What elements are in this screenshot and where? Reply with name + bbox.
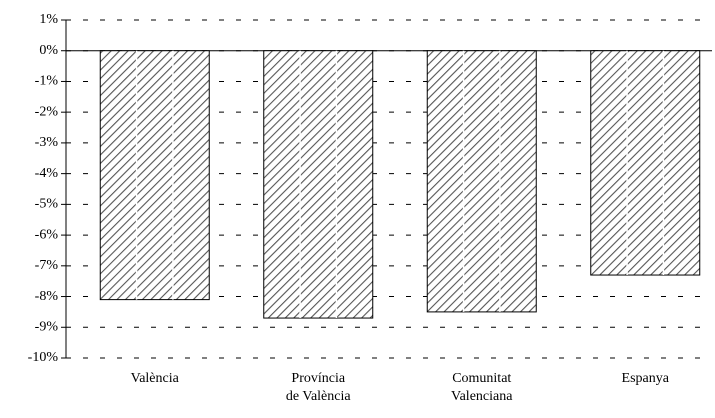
y-tick-label: -3% (35, 135, 59, 150)
y-tick-label: 0% (39, 43, 58, 58)
bar (426, 50, 537, 313)
y-tick-label: -8% (35, 289, 59, 304)
bar (590, 50, 701, 276)
y-tick-label: -2% (35, 104, 59, 119)
y-tick-label: -7% (35, 258, 59, 273)
y-tick-label: -9% (35, 319, 59, 334)
y-tick-label: -10% (28, 350, 59, 365)
x-tick-label: Província de València (285, 371, 351, 404)
bar (99, 50, 210, 301)
bar (263, 50, 374, 319)
y-tick-label: -6% (35, 227, 59, 242)
x-tick-label: Espanya (621, 371, 669, 386)
y-tick-label: -1% (35, 74, 59, 89)
y-tick-label: 1% (39, 12, 58, 27)
x-tick-label: València (130, 371, 179, 386)
y-tick-label: -4% (35, 166, 59, 181)
x-tick-label: Comunitat Valenciana (451, 371, 513, 404)
y-tick-label: -5% (35, 197, 59, 212)
